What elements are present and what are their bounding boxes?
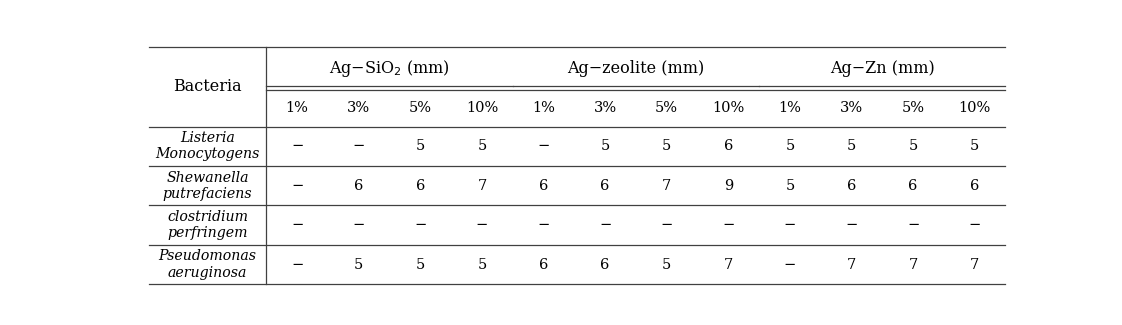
Text: 6: 6 xyxy=(909,179,918,193)
Text: 3%: 3% xyxy=(594,101,617,115)
Text: −: − xyxy=(784,218,795,232)
Text: 5: 5 xyxy=(477,257,487,272)
Text: −: − xyxy=(352,218,365,232)
Text: −: − xyxy=(291,218,303,232)
Text: −: − xyxy=(291,257,303,272)
Text: 6: 6 xyxy=(355,179,364,193)
Text: −: − xyxy=(291,179,303,193)
Text: 5: 5 xyxy=(662,139,671,153)
Text: 7: 7 xyxy=(909,257,918,272)
Text: −: − xyxy=(784,257,795,272)
Text: clostridium
perfringem: clostridium perfringem xyxy=(167,210,248,240)
Text: Listeria
Monocytogens: Listeria Monocytogens xyxy=(156,131,260,162)
Text: 5%: 5% xyxy=(902,101,925,115)
Text: 10%: 10% xyxy=(712,101,744,115)
Text: 5: 5 xyxy=(909,139,918,153)
Text: 7: 7 xyxy=(724,257,733,272)
Text: 5: 5 xyxy=(971,139,980,153)
Text: 10%: 10% xyxy=(466,101,498,115)
Text: Ag−zeolite (mm): Ag−zeolite (mm) xyxy=(568,60,705,77)
Text: 7: 7 xyxy=(847,257,856,272)
Text: 5: 5 xyxy=(355,257,364,272)
Text: 1%: 1% xyxy=(286,101,309,115)
Text: −: − xyxy=(723,218,735,232)
Text: 5: 5 xyxy=(785,139,794,153)
Text: 6: 6 xyxy=(415,179,425,193)
Text: 10%: 10% xyxy=(958,101,991,115)
Text: −: − xyxy=(291,139,303,153)
Text: −: − xyxy=(907,218,919,232)
Text: −: − xyxy=(537,139,550,153)
Text: 5: 5 xyxy=(600,139,609,153)
Text: −: − xyxy=(968,218,981,232)
Text: 5%: 5% xyxy=(655,101,678,115)
Text: 7: 7 xyxy=(477,179,487,193)
Text: 1%: 1% xyxy=(779,101,801,115)
Text: −: − xyxy=(414,218,426,232)
Text: −: − xyxy=(537,218,550,232)
Text: −: − xyxy=(352,139,365,153)
Text: Pseudomonas
aeruginosa: Pseudomonas aeruginosa xyxy=(158,250,257,280)
Text: Shewanella
putrefaciens: Shewanella putrefaciens xyxy=(163,171,252,201)
Text: 5: 5 xyxy=(662,257,671,272)
Text: 7: 7 xyxy=(662,179,671,193)
Text: 6: 6 xyxy=(600,179,609,193)
Text: 5: 5 xyxy=(847,139,856,153)
Text: 6: 6 xyxy=(539,179,549,193)
Text: Ag−SiO$_2$ (mm): Ag−SiO$_2$ (mm) xyxy=(329,58,450,79)
Text: −: − xyxy=(661,218,673,232)
Text: 5: 5 xyxy=(415,139,425,153)
Text: 6: 6 xyxy=(724,139,733,153)
Text: 5: 5 xyxy=(415,257,425,272)
Text: 6: 6 xyxy=(847,179,856,193)
Text: 3%: 3% xyxy=(347,101,370,115)
Text: 5: 5 xyxy=(785,179,794,193)
Text: Bacteria: Bacteria xyxy=(173,78,242,95)
Text: −: − xyxy=(845,218,857,232)
Text: Ag−Zn (mm): Ag−Zn (mm) xyxy=(830,60,935,77)
Text: 9: 9 xyxy=(724,179,733,193)
Text: 6: 6 xyxy=(600,257,609,272)
Text: 5%: 5% xyxy=(408,101,432,115)
Text: 6: 6 xyxy=(969,179,980,193)
Text: 5: 5 xyxy=(477,139,487,153)
Text: 6: 6 xyxy=(539,257,549,272)
Text: 1%: 1% xyxy=(532,101,555,115)
Text: 3%: 3% xyxy=(840,101,863,115)
Text: 7: 7 xyxy=(971,257,980,272)
Text: −: − xyxy=(476,218,488,232)
Text: −: − xyxy=(599,218,611,232)
